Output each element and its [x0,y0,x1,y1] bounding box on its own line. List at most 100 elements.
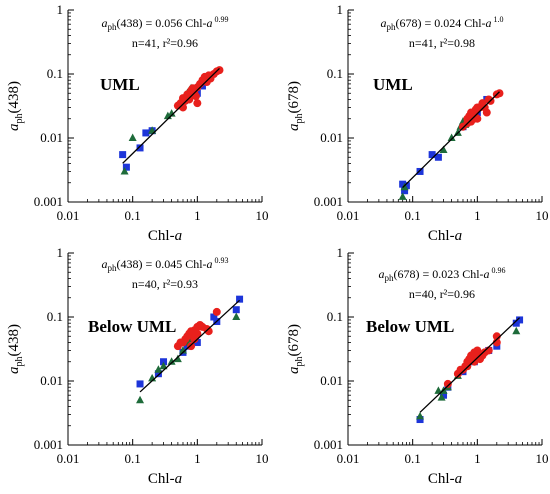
x-tick-label: 10 [536,208,549,223]
y-axis-label: aph(438) [6,81,25,131]
x-tick-label: 10 [256,451,269,466]
fit-equation: aph(438) = 0.056 Chl-a 0.99 [101,15,228,32]
x-tick-label: 1 [474,208,481,223]
x-tick-label: 1 [194,208,201,223]
fit-stats: n=40, r²=0.93 [132,277,198,291]
x-axis-label: Chl-a [428,228,462,244]
region-label: Below UML [366,317,454,336]
x-tick-label: 0.1 [125,451,141,466]
data-point-square [399,180,407,188]
data-point-triangle [154,365,163,373]
data-point-square [401,187,409,195]
data-point-square [160,358,168,366]
data-point-triangle [173,354,182,363]
data-point-square [440,391,448,399]
data-point-square [416,167,424,175]
x-tick-label: 0.01 [337,208,360,223]
data-point-triangle [128,133,137,141]
y-tick-label: 0.1 [327,309,343,324]
fit-line [139,299,241,393]
region-label: Below UML [88,317,176,336]
x-tick-label: 1 [474,451,481,466]
data-point-square [416,416,424,424]
fit-line [402,91,500,189]
data-point-square [119,151,127,159]
x-axis-label: Chl-a [428,471,462,487]
data-point-triangle [167,109,176,117]
y-axis-label: aph(438) [6,324,25,374]
data-point-circle [470,357,479,366]
data-point-triangle [439,145,448,153]
fit-equation: aph(678) = 0.024 Chl-a 1.0 [380,15,503,32]
data-point-triangle [232,312,241,320]
region-label: UML [100,75,140,94]
data-point-circle [443,379,452,388]
fit-stats: n=41, r²=0.98 [409,36,475,50]
x-tick-label: 0.01 [57,208,80,223]
y-tick-label: 0.01 [40,130,63,145]
y-tick-label: 0.01 [40,373,63,388]
data-point-triangle [178,345,187,354]
y-axis-label: aph(678) [286,81,305,131]
panel-top-left: 0.01 0.1 1 100.0010.010.11Chl-aaph(438)aph(… [6,2,269,244]
data-point-square [428,151,436,159]
data-point-triangle [447,133,456,141]
x-tick-label: 0.1 [405,208,421,223]
y-tick-label: 0.001 [314,437,343,452]
panel-top-right: 0.01 0.1 1 100.0010.010.11Chl-aaph(678)aph(… [286,2,549,244]
fit-stats: n=41, r²=0.96 [132,36,198,50]
region-label: UML [373,75,413,94]
y-tick-label: 0.01 [320,373,343,388]
data-point-square [154,370,162,378]
x-tick-label: 0.01 [337,451,360,466]
data-point-circle [212,307,221,316]
panel-bottom-right: 0.01 0.1 1 100.0010.010.11Chl-aaph(678)aph(… [286,245,549,487]
data-point-circle [202,77,211,86]
data-point-square [516,316,524,324]
x-axis-label: Chl-a [148,228,182,244]
data-point-circle [495,89,504,98]
fit-equation: aph(678) = 0.023 Chl-a 0.96 [378,266,505,283]
data-point-square [193,338,201,346]
data-point-circle [456,365,465,374]
data-point-square [136,380,144,388]
data-point-circle [482,108,491,117]
fit-line [122,67,220,164]
data-point-circle [473,114,482,123]
data-point-square [136,144,144,152]
data-point-square [122,163,130,171]
x-axis-label: Chl-a [148,471,182,487]
data-point-triangle [434,386,443,394]
y-tick-label: 0.1 [47,66,63,81]
y-tick-label: 1 [337,2,344,17]
x-tick-label: 10 [256,208,269,223]
x-tick-label: 0.1 [405,451,421,466]
y-tick-label: 0.1 [327,66,343,81]
data-point-circle [193,99,202,108]
fit-stats: n=40, r²=0.96 [409,287,475,301]
data-point-triangle [398,192,407,200]
x-tick-label: 0.1 [125,208,141,223]
y-axis-label: aph(678) [286,324,305,374]
data-point-triangle [136,395,145,404]
data-point-circle [185,95,194,104]
data-point-triangle [416,411,425,420]
y-tick-label: 1 [57,245,64,260]
data-point-circle [190,335,199,344]
data-point-circle [463,362,472,371]
data-point-circle [176,338,185,347]
data-point-triangle [167,357,176,365]
fit-line [419,317,521,413]
data-point-triangle [120,166,129,175]
data-point-square [402,182,410,190]
y-tick-label: 1 [57,2,64,17]
data-point-triangle [512,326,521,335]
y-tick-label: 0.01 [320,130,343,145]
data-point-square [434,153,442,161]
data-point-circle [215,66,224,75]
y-tick-label: 0.001 [34,194,63,209]
y-tick-label: 1 [337,245,344,260]
data-point-triangle [437,393,446,401]
y-tick-label: 0.001 [34,437,63,452]
